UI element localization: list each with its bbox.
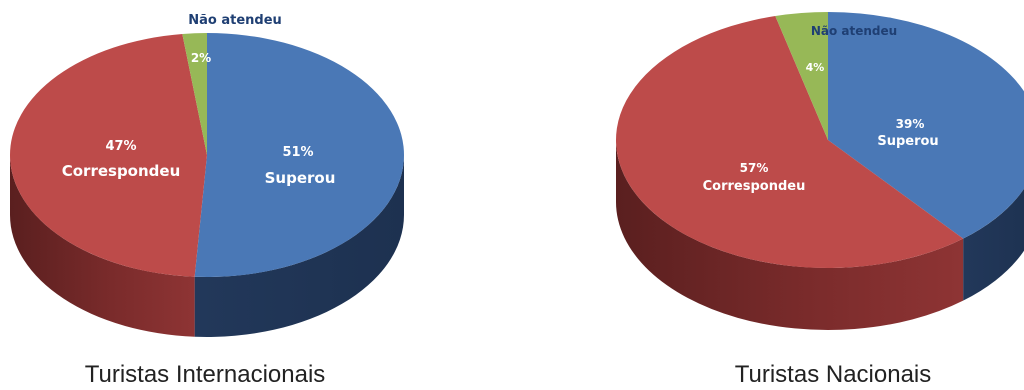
label-correspondeu-pct-nac: 57% (740, 161, 769, 175)
label-superou-pct-nac: 39% (896, 117, 925, 131)
label-naoatendeu-nac: Não atendeu (811, 24, 897, 38)
label-correspondeu-nac: Correspondeu (703, 179, 806, 194)
label-naoatendeu-intl: Não atendeu (188, 13, 282, 28)
label-correspondeu-intl: Correspondeu (62, 162, 181, 180)
label-superou-intl: Superou (265, 169, 336, 187)
slice-side-superou-nac (963, 188, 1024, 301)
chart-title-internacionais: Turistas Internacionais (85, 361, 326, 388)
chart-title-nacionais: Turistas Nacionais (735, 361, 932, 388)
slice-side-correspondeu-nac (615, 140, 964, 331)
label-superou-pct-intl: 51% (282, 145, 313, 160)
slice-side-correspondeu-intl (10, 155, 195, 337)
slice-side-superou-intl (194, 155, 404, 337)
slice-superou-nac (828, 12, 1024, 239)
chart-internacionais: 51% Superou 47% Correspondeu 2% Não aten… (10, 13, 405, 388)
chart-nacionais: 39% Superou 57% Correspondeu 4% Não aten… (615, 12, 1024, 388)
slice-naoatendeu-nac (775, 12, 828, 140)
slice-correspondeu-intl (10, 33, 207, 277)
slice-naoatendeu-intl (182, 33, 207, 155)
label-naoatendeu-pct-nac: 4% (806, 61, 825, 74)
slice-correspondeu-nac (616, 16, 964, 269)
label-correspondeu-pct-intl: 47% (105, 139, 136, 154)
label-naoatendeu-pct-intl: 2% (191, 51, 211, 65)
slice-superou-intl (194, 33, 405, 278)
label-superou-nac: Superou (877, 134, 938, 149)
